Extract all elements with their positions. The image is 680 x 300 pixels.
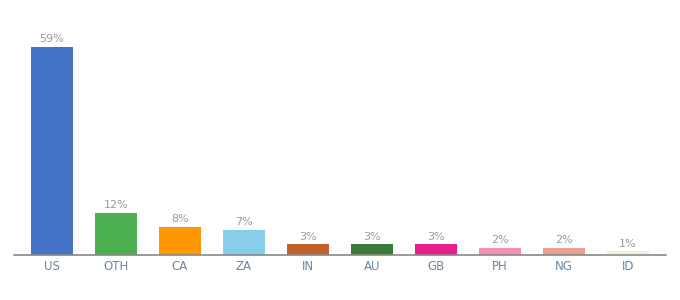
Text: 2%: 2% bbox=[491, 235, 509, 245]
Bar bbox=[31, 47, 73, 255]
Bar bbox=[607, 251, 649, 255]
Text: 7%: 7% bbox=[235, 218, 253, 227]
Bar bbox=[479, 248, 521, 255]
Bar bbox=[95, 213, 137, 255]
Text: 8%: 8% bbox=[171, 214, 189, 224]
Bar bbox=[543, 248, 585, 255]
Text: 2%: 2% bbox=[555, 235, 573, 245]
Text: 12%: 12% bbox=[103, 200, 129, 210]
Bar bbox=[415, 244, 457, 255]
Bar bbox=[351, 244, 393, 255]
Text: 3%: 3% bbox=[363, 232, 381, 242]
Text: 3%: 3% bbox=[299, 232, 317, 242]
Text: 1%: 1% bbox=[619, 238, 636, 249]
Text: 59%: 59% bbox=[39, 34, 65, 44]
Bar bbox=[287, 244, 329, 255]
Bar bbox=[223, 230, 265, 255]
Text: 3%: 3% bbox=[427, 232, 445, 242]
Bar bbox=[159, 227, 201, 255]
